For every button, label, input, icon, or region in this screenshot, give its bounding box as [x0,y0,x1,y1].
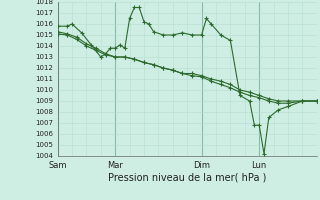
X-axis label: Pression niveau de la mer( hPa ): Pression niveau de la mer( hPa ) [108,173,266,183]
